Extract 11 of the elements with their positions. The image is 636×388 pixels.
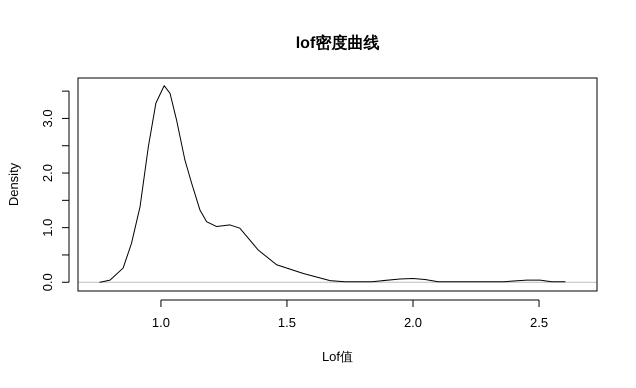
y-tick-label: 3.0: [40, 109, 55, 128]
x-tick-label: 2.0: [404, 315, 422, 330]
y-axis-title: Density: [6, 162, 21, 206]
y-tick-label: 1.0: [40, 218, 55, 237]
x-tick-label: 1.5: [278, 315, 296, 330]
x-axis-title: Lof值: [322, 349, 354, 364]
chart-title: lof密度曲线: [296, 33, 380, 52]
x-tick-label: 1.0: [152, 315, 170, 330]
y-tick-label: 0.0: [40, 273, 55, 292]
x-tick-label: 2.5: [530, 315, 548, 330]
y-tick-label: 2.0: [40, 164, 55, 182]
